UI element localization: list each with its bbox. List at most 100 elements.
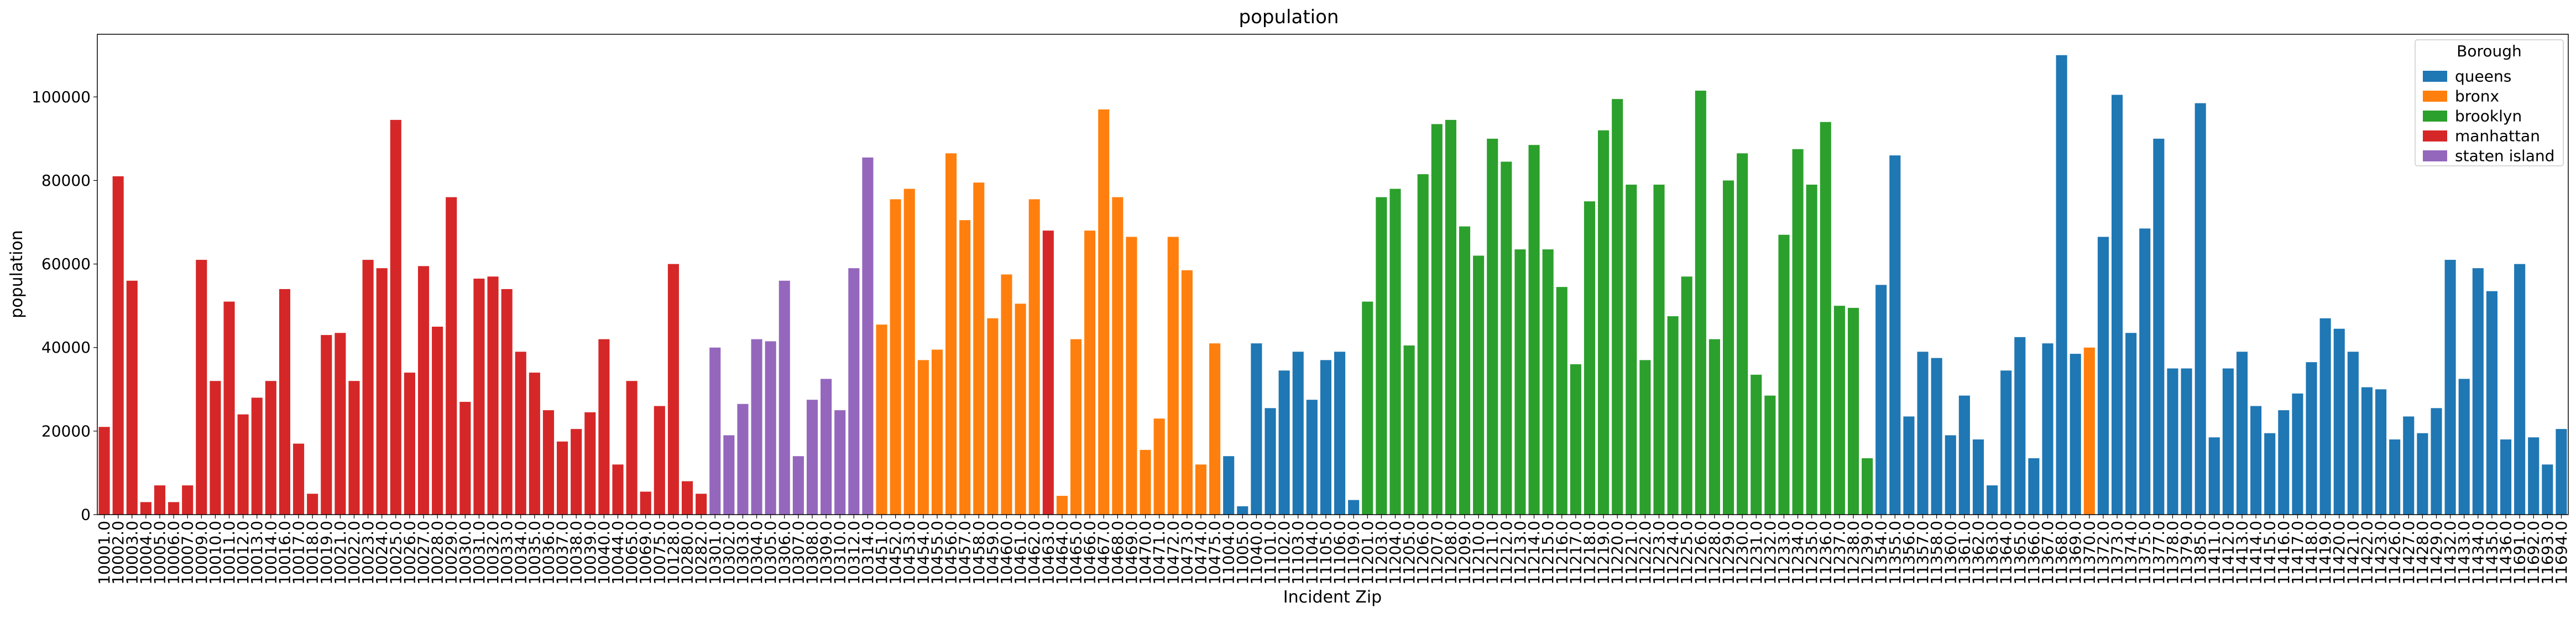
x-tick-label: 11366.0	[2025, 521, 2043, 585]
bar-10302.0	[723, 435, 735, 515]
bar-10310.0	[834, 410, 846, 515]
bar-11412.0	[2222, 368, 2234, 515]
x-tick-label: 10312.0	[845, 521, 863, 585]
bar-11423.0	[2375, 389, 2387, 515]
x-tick-label: 11040.0	[1247, 521, 1266, 585]
bar-10003.0	[126, 280, 138, 515]
bar-10469.0	[1126, 237, 1137, 515]
x-axis-title: Incident Zip	[1283, 588, 1382, 607]
bar-10470.0	[1140, 449, 1151, 515]
x-tick-label: 10007.0	[179, 521, 197, 585]
x-tick-label: 11204.0	[1386, 521, 1404, 585]
bar-11357.0	[1917, 352, 1929, 515]
bar-11239.0	[1862, 458, 1873, 515]
bar-10464.0	[1056, 496, 1068, 515]
x-tick-label: 10037.0	[553, 521, 572, 585]
bar-10031.0	[473, 279, 485, 515]
x-tick-label: 11694.0	[2552, 521, 2570, 585]
bar-10312.0	[848, 268, 860, 515]
bar-10128.0	[667, 264, 679, 515]
x-tick-label: 10466.0	[1081, 521, 1099, 585]
bar-10462.0	[1028, 199, 1040, 515]
x-tick-label: 10301.0	[706, 521, 724, 585]
legend-label-brooklyn: brooklyn	[2455, 107, 2522, 125]
bar-11369.0	[2070, 354, 2081, 515]
bar-10028.0	[432, 326, 443, 515]
bar-11209.0	[1459, 226, 1471, 515]
x-tick-label: 11105.0	[1316, 521, 1335, 585]
bar-10458.0	[973, 182, 985, 515]
bar-11231.0	[1751, 374, 1762, 515]
bar-11375.0	[2139, 228, 2151, 515]
bar-11365.0	[2014, 337, 2026, 515]
bar-10304.0	[751, 339, 762, 515]
x-tick-label: 11236.0	[1816, 521, 1835, 585]
bar-10463.0	[1042, 231, 1054, 515]
bar-11215.0	[1542, 249, 1554, 515]
x-tick-label: 11421.0	[2344, 521, 2362, 585]
bar-10007.0	[182, 485, 194, 515]
x-tick-label: 11004.0	[1220, 521, 1238, 585]
bar-11364.0	[2000, 370, 2012, 515]
x-tick-label: 11205.0	[1400, 521, 1418, 585]
x-tick-label: 10456.0	[942, 521, 960, 585]
x-tick-label: 11375.0	[2136, 521, 2154, 585]
y-axis-title: population	[7, 230, 27, 318]
bar-11368.0	[2056, 55, 2067, 515]
x-tick-label: 10021.0	[331, 521, 349, 585]
bar-11201.0	[1362, 301, 1373, 515]
x-tick-label: 11354.0	[1872, 521, 1890, 585]
bar-11105.0	[1320, 360, 1331, 515]
bar-11428.0	[2417, 433, 2428, 515]
bar-11102.0	[1278, 370, 1290, 515]
bar-11235.0	[1806, 185, 1817, 515]
x-tick-label: 11368.0	[2052, 521, 2071, 585]
legend-swatch-brooklyn	[2423, 111, 2447, 122]
bar-11693.0	[2542, 464, 2553, 515]
bar-11692.0	[2528, 437, 2540, 515]
x-tick-label: 10031.0	[470, 521, 488, 585]
bar-11217.0	[1570, 364, 1581, 515]
bar-11416.0	[2278, 410, 2290, 515]
x-tick-label: 11229.0	[1720, 521, 1738, 585]
x-tick-label: 10468.0	[1109, 521, 1127, 585]
bar-10038.0	[571, 429, 582, 515]
x-tick-label: 11217.0	[1566, 521, 1585, 585]
bar-11427.0	[2403, 416, 2415, 515]
bar-10456.0	[945, 153, 957, 515]
x-tick-label: 10044.0	[609, 521, 627, 585]
x-tick-label: 10026.0	[400, 521, 419, 585]
bar-10075.0	[654, 406, 665, 515]
x-tick-label: 10303.0	[734, 521, 752, 585]
bar-11103.0	[1292, 352, 1304, 515]
x-tick-label: 11420.0	[2330, 521, 2348, 585]
x-tick-label: 10018.0	[304, 521, 322, 585]
bar-10308.0	[806, 400, 818, 515]
x-axis: 10001.010002.010003.010004.010005.010006…	[95, 515, 2570, 585]
x-tick-label: 11369.0	[2066, 521, 2084, 585]
bar-11214.0	[1528, 145, 1540, 515]
bar-11372.0	[2097, 237, 2109, 515]
bar-11109.0	[1348, 500, 1360, 515]
x-tick-label: 11422.0	[2358, 521, 2376, 585]
x-tick-label: 11418.0	[2302, 521, 2321, 585]
x-tick-label: 10004.0	[137, 521, 155, 585]
bar-10029.0	[446, 197, 457, 515]
bar-11379.0	[2181, 368, 2192, 515]
x-tick-label: 10039.0	[581, 521, 599, 585]
bar-11354.0	[1875, 285, 1887, 515]
x-tick-label: 10025.0	[386, 521, 405, 585]
bar-11435.0	[2486, 291, 2497, 515]
bar-11040.0	[1251, 343, 1262, 515]
legend-label-manhattan: manhattan	[2455, 127, 2540, 145]
x-tick-label: 11433.0	[2455, 521, 2473, 585]
x-tick-label: 11427.0	[2400, 521, 2418, 585]
bar-10027.0	[417, 266, 430, 515]
bar-10010.0	[210, 381, 221, 515]
x-tick-label: 11005.0	[1234, 521, 1252, 585]
x-tick-label: 11208.0	[1441, 521, 1460, 585]
x-tick-label: 11222.0	[1636, 521, 1654, 585]
bar-11233.0	[1778, 234, 1790, 515]
bar-10011.0	[223, 301, 235, 515]
